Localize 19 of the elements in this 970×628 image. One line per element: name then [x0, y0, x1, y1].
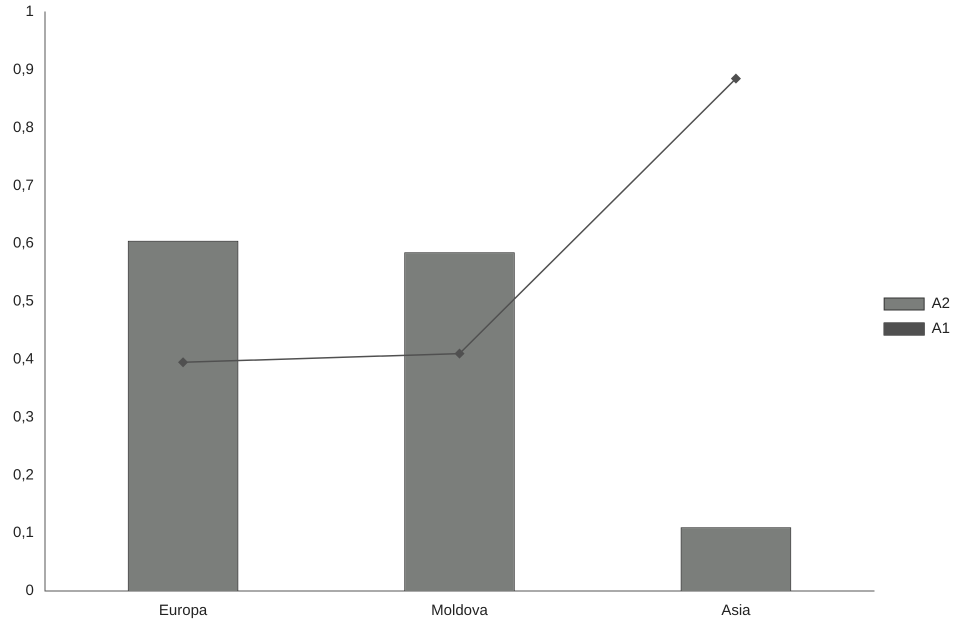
y-tick-label: 0,3: [12, 408, 34, 426]
y-tick-label: 0,4: [12, 350, 34, 368]
y-tick-label: 0,7: [12, 176, 34, 194]
x-tick-label: Moldova: [431, 602, 489, 620]
y-tick-label: 0,1: [12, 524, 34, 542]
y-tick-label: 0,8: [12, 118, 34, 136]
legend-label: A1: [932, 320, 950, 338]
point: [178, 358, 188, 368]
y-tick-label: 1: [26, 3, 34, 20]
x-tick-label: Asia: [721, 602, 752, 620]
y-tick-label: 0,9: [12, 61, 34, 78]
legend-label: A2: [932, 295, 950, 312]
y-tick-label: 0,6: [12, 234, 34, 252]
point: [731, 74, 741, 84]
y-tick-label: 0: [26, 582, 34, 600]
x-tick-label: Europa: [158, 602, 208, 620]
point: [454, 348, 464, 358]
y-tick-label: 0,2: [12, 466, 34, 484]
y-tick-label: 0,5: [12, 292, 34, 310]
